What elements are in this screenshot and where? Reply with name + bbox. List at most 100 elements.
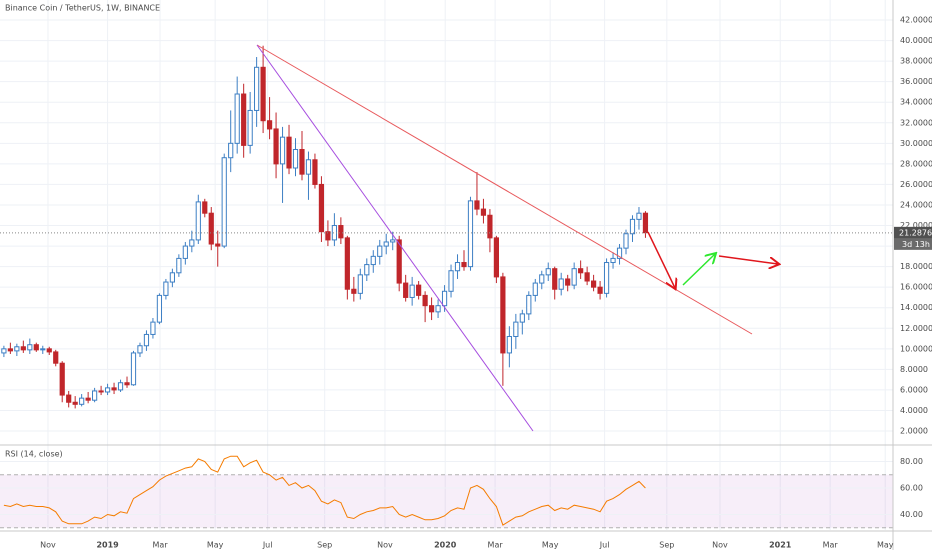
candle-body (182, 245, 188, 259)
candle-body (331, 225, 337, 241)
candle-body (325, 231, 331, 241)
candle-body (85, 397, 91, 401)
rsi-pane (0, 455, 893, 529)
y-tick-label: 40.0000 (900, 36, 932, 45)
candle-body (487, 214, 493, 239)
candle-body (591, 280, 597, 288)
countdown-label: 3d 13h (902, 240, 930, 249)
candle-body (169, 272, 175, 283)
candle-body (435, 305, 441, 313)
candle-body (176, 257, 182, 274)
candle-body (351, 288, 357, 294)
candle-body (215, 243, 221, 247)
candle-body (299, 148, 305, 175)
candle-body (234, 93, 240, 144)
candle-body (383, 241, 389, 247)
candle-body (137, 345, 143, 354)
x-tick-label: Nov (712, 541, 728, 550)
chart-title: Binance Coin / TetherUS, 1W, BINANCE (5, 4, 160, 13)
candle-body (526, 294, 532, 315)
candle-body (202, 201, 208, 214)
candle-body (422, 294, 428, 307)
candle-body (247, 109, 253, 146)
candle-body (513, 321, 519, 337)
y-tick-label: 32.0000 (900, 118, 932, 127)
candle-body (571, 268, 577, 286)
candle-body (59, 362, 65, 396)
y-tick-label: 36.0000 (900, 77, 932, 86)
candle-body (241, 93, 247, 146)
candle-body (117, 382, 124, 391)
y-tick-label: 34.0000 (900, 98, 932, 107)
candle-body (441, 290, 448, 307)
candle-body (92, 390, 98, 401)
candle-body (286, 136, 292, 169)
axes: 42.0000 40.0000 38.0000 36.0000 34.0000 32.00… (40, 16, 932, 550)
y-tick-label: 18.0000 (900, 262, 932, 271)
candle-body (104, 387, 111, 393)
y-tick-label: 12.0000 (900, 324, 932, 333)
x-tick-label: Nov (40, 541, 56, 550)
candle-body (623, 233, 629, 249)
candle-body (565, 278, 571, 286)
candle-body (66, 394, 72, 403)
x-tick-label: May (542, 541, 559, 550)
x-tick-label: Mar (823, 541, 839, 550)
candle-body (357, 274, 363, 294)
candle-body (597, 286, 603, 294)
rsi-tick-label: 40.00 (900, 510, 923, 519)
candle-body (312, 159, 318, 185)
x-tick-label: 2020 (434, 541, 457, 550)
candle-body (305, 159, 312, 175)
y-tick-label: 22.0000 (900, 221, 932, 230)
candle-body (27, 344, 33, 351)
y-tick-label: 10.0000 (900, 344, 932, 353)
trend-line (256, 44, 534, 432)
rsi-tick-label: 80.00 (900, 457, 923, 466)
candle-body (266, 120, 273, 130)
rsi-label: RSI (14, close) (5, 450, 63, 459)
candle-body (603, 262, 610, 294)
rsi-band (0, 474, 893, 528)
candle-body (377, 245, 383, 257)
candle-body (33, 344, 39, 351)
candle-body (79, 397, 85, 405)
grid (0, 0, 893, 530)
candle-body (72, 401, 78, 405)
candle-body (254, 66, 260, 111)
countdown-box (894, 238, 932, 250)
y-tick-label: 28.0000 (900, 159, 932, 168)
candle-body (461, 262, 467, 268)
arrow (647, 231, 675, 288)
candle-body (642, 212, 649, 234)
candle-body (409, 284, 415, 298)
candle-body (558, 278, 564, 290)
x-tick-label: Mar (488, 541, 504, 550)
candle-body (273, 128, 279, 165)
candle-body (454, 262, 461, 272)
candle-body (467, 200, 474, 268)
candle-body (46, 348, 52, 353)
candle-body (506, 335, 512, 354)
x-tick-label: Sep (317, 541, 332, 550)
candle-body (396, 239, 402, 284)
candle-body (616, 247, 623, 259)
candle-body (150, 321, 156, 335)
plot (0, 45, 893, 409)
y-tick-label: 30.0000 (900, 139, 932, 148)
y-tick-label: 8.0000 (900, 365, 928, 374)
x-tick-label: 2019 (96, 541, 119, 550)
candle-body (318, 183, 325, 233)
candle-body (208, 212, 214, 245)
y-tick-label: 6.0000 (900, 385, 928, 394)
candle-body (111, 387, 117, 391)
candle-body (519, 313, 525, 323)
candle-body (474, 200, 480, 210)
candle-body (532, 282, 538, 296)
candle-body (578, 268, 584, 274)
candle-body (539, 274, 545, 284)
y-tick-label: 4.0000 (900, 406, 928, 415)
candle-body (629, 218, 636, 235)
